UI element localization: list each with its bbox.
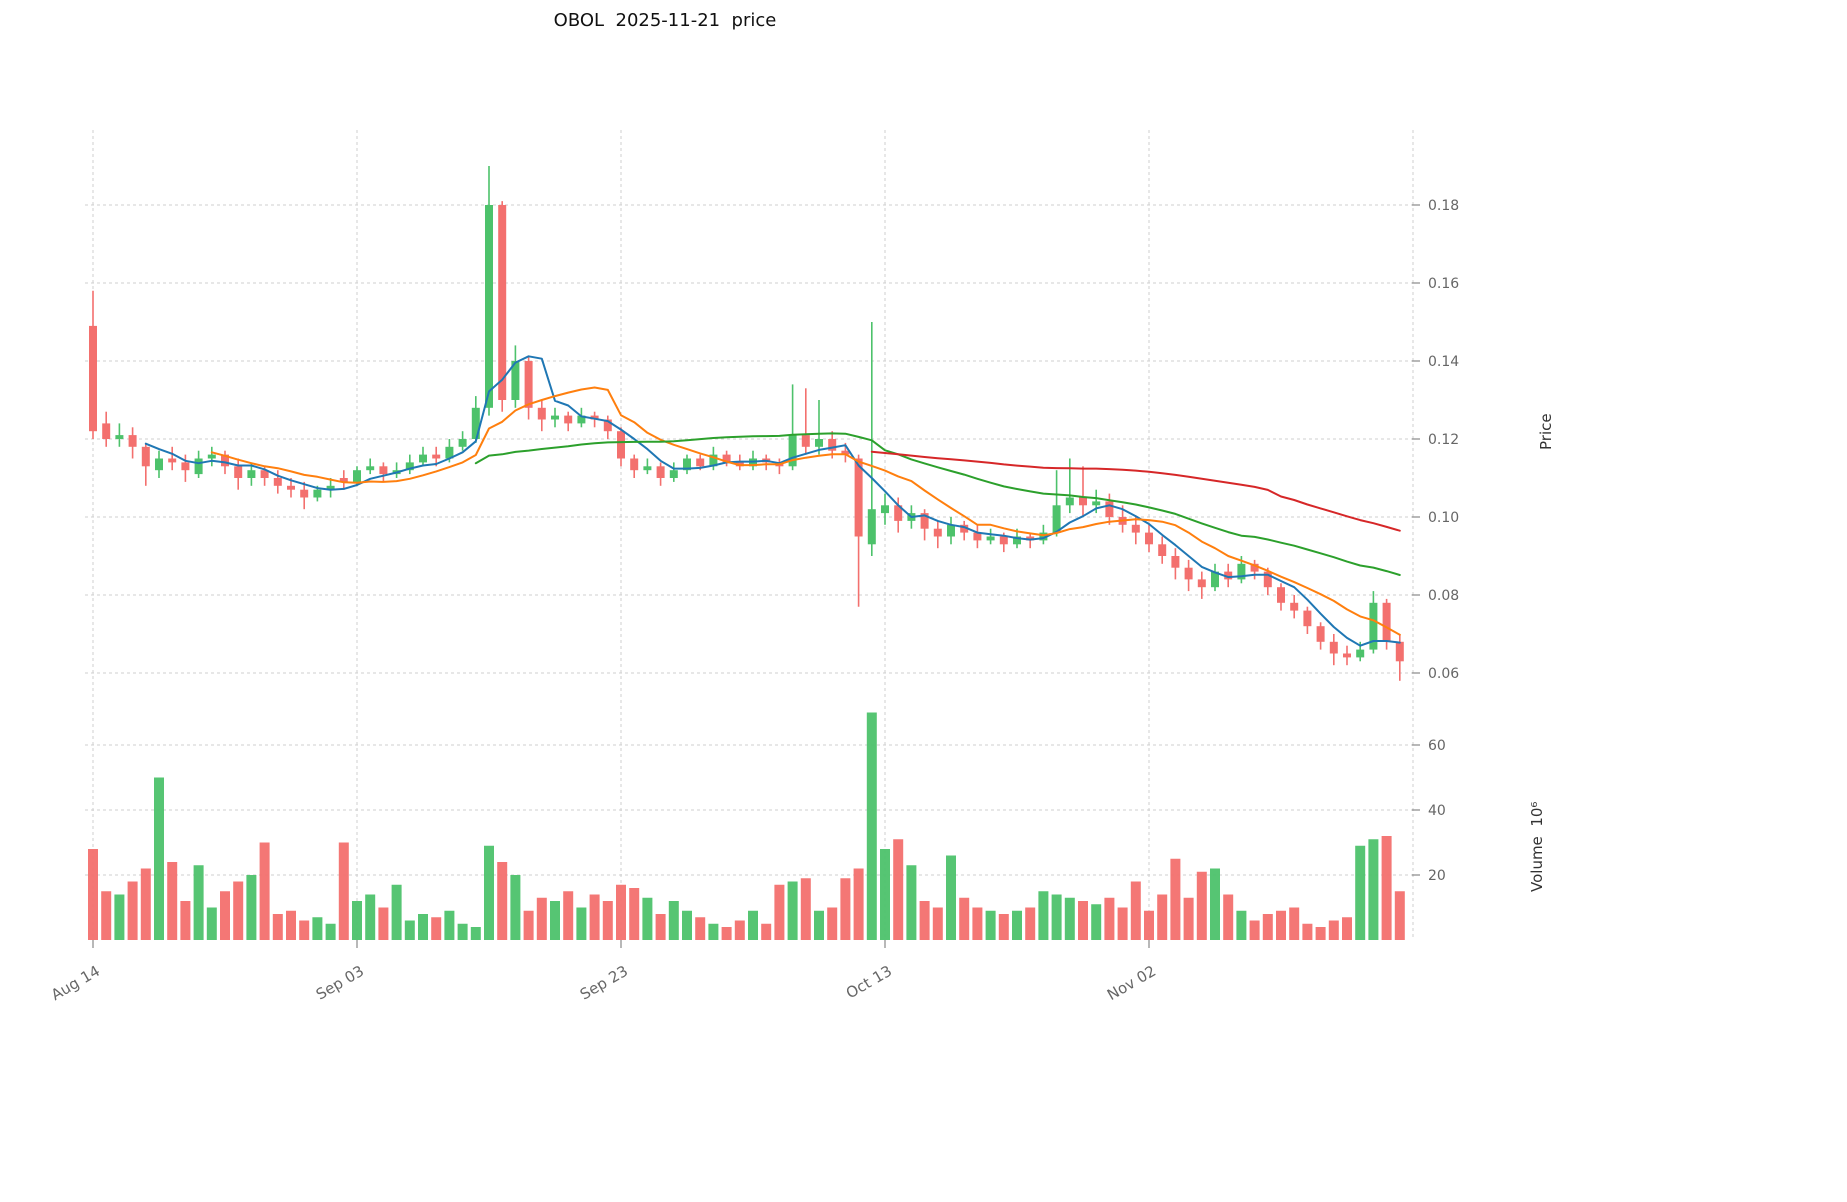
- svg-text:Nov 02: Nov 02: [1104, 962, 1159, 1004]
- svg-text:0.18: 0.18: [1428, 198, 1459, 214]
- svg-text:Sep 23: Sep 23: [577, 962, 631, 1004]
- svg-text:0.12: 0.12: [1428, 432, 1459, 448]
- svg-text:40: 40: [1428, 803, 1446, 819]
- svg-text:0.08: 0.08: [1428, 588, 1459, 604]
- volume-axis-label: Volume 10⁶: [1528, 801, 1546, 892]
- svg-text:Aug 14: Aug 14: [48, 962, 103, 1004]
- svg-text:20: 20: [1428, 868, 1446, 884]
- chart-title: OBOL 2025-11-21 price: [553, 10, 777, 31]
- svg-text:Oct 13: Oct 13: [843, 962, 895, 1002]
- svg-text:0.10: 0.10: [1428, 510, 1459, 526]
- svg-text:60: 60: [1428, 738, 1446, 754]
- svg-text:0.16: 0.16: [1428, 276, 1459, 292]
- svg-text:Sep 03: Sep 03: [313, 962, 367, 1004]
- price-axis-label: Price: [1537, 413, 1555, 450]
- svg-text:0.06: 0.06: [1428, 666, 1459, 682]
- svg-text:0.14: 0.14: [1428, 354, 1459, 370]
